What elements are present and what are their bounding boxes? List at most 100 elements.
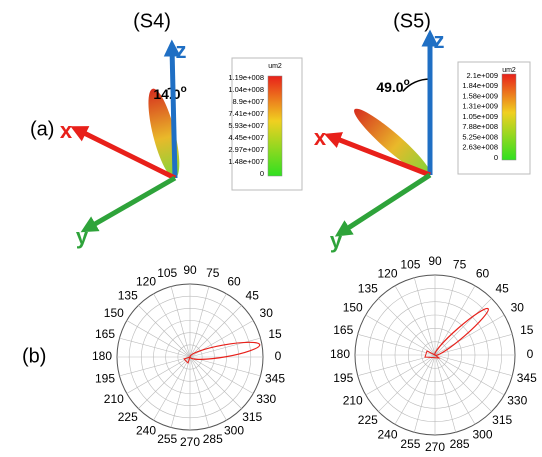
polar-angle-label: 15 (520, 323, 534, 337)
polar-angle-label: 45 (495, 281, 509, 295)
colorbar-tick-label: 2.1e+009 (467, 71, 499, 80)
polar-spoke (127, 321, 190, 358)
colorbar-unit: um2 (502, 67, 516, 74)
row-label: (a) (30, 118, 54, 140)
colorbar-tick-label: 1.31e+009 (462, 102, 498, 111)
colorbar-unit: um2 (268, 63, 282, 70)
axis-label: x (60, 118, 73, 143)
polar-angle-label: 105 (400, 257, 420, 271)
polar-angle-label: 285 (203, 432, 223, 446)
polar-angle-label: 315 (492, 413, 512, 427)
polar-angle-label: 90 (428, 254, 442, 268)
polar-spoke (154, 357, 191, 420)
polar-angle-label: 150 (104, 306, 124, 320)
angle-value: 49.0 (376, 79, 403, 95)
colorbar-tick-label: 1.04e+008 (228, 85, 264, 94)
polar-spoke (395, 286, 435, 355)
colorbar-tick-label: 8.9e+007 (233, 97, 265, 106)
row-label: (b) (22, 345, 46, 367)
colorbar-tick-label: 5.93e+007 (228, 121, 264, 130)
colorbar-tick-label: 1.19e+008 (228, 73, 264, 82)
colorbar (502, 74, 516, 160)
colorbar-tick-label: 7.88e+008 (462, 122, 498, 131)
polar-angle-label: 165 (95, 327, 115, 341)
colorbar (268, 76, 282, 176)
polar-angle-label: 165 (333, 323, 353, 337)
figure: (a) (b) (S4)14.0ozxyum21.19e+0081.04e+00… (0, 0, 542, 452)
polar-spoke (435, 355, 492, 412)
polar-angle-label: 210 (343, 394, 363, 408)
polar-angle-label: 45 (246, 288, 260, 302)
degree-mark: o (181, 84, 187, 95)
colorbar-tick-label: 0 (260, 169, 264, 178)
axis-arrow (172, 48, 175, 178)
polar-angle-label: 345 (517, 371, 537, 385)
polar-angle-label: 285 (450, 437, 470, 451)
axis-label: y (330, 228, 343, 253)
polar-angle-label: 75 (206, 266, 220, 280)
polar-angle-label: 300 (224, 424, 244, 438)
polar-angle-label: 270 (180, 435, 200, 449)
polar-spoke (366, 315, 435, 355)
polar-angle-label: 15 (268, 327, 282, 341)
polar-spoke (154, 294, 191, 357)
axis-arrow (88, 178, 175, 228)
polar-angle-label: 105 (157, 266, 177, 280)
polar-spoke (435, 298, 492, 355)
polar-angle-label: 225 (358, 413, 378, 427)
polar-angle-label: 30 (511, 301, 525, 315)
polar-spoke (435, 355, 504, 395)
colorbar-tick-label: 1.05e+009 (462, 112, 498, 121)
polar-angle-label: 255 (400, 437, 420, 451)
polar-angle-label: 345 (265, 371, 285, 385)
axis-label: z (434, 28, 445, 53)
polar-angle-label: 210 (104, 392, 124, 406)
polar-spoke (378, 298, 435, 355)
panel-title: (S5) (393, 10, 431, 32)
polar-angle-label: 0 (527, 347, 534, 361)
polar-angle-label: 120 (136, 275, 156, 289)
angle-value: 14.0 (153, 86, 180, 102)
polar-angle-label: 60 (476, 267, 490, 281)
polar-angle-label: 150 (343, 301, 363, 315)
polar-spoke (127, 357, 190, 394)
polar-spoke (190, 357, 242, 409)
colorbar-tick-label: 1.48e+007 (228, 157, 264, 166)
polar-angle-label: 135 (118, 288, 138, 302)
polar-lobe (189, 339, 261, 363)
angle-label: 49.0o (376, 77, 409, 95)
polar-spoke (395, 355, 435, 424)
polar-angle-label: 195 (95, 371, 115, 385)
polar-spoke (138, 305, 190, 357)
axis-label: z (176, 38, 187, 63)
colorbar-tick-label: 2.97e+007 (228, 145, 264, 154)
polar-spoke (435, 355, 475, 424)
polar-spoke (138, 357, 190, 409)
polar-spoke (190, 357, 227, 420)
colorbar-tick-label: 1.84e+009 (462, 81, 498, 90)
polar-angle-label: 225 (118, 410, 138, 424)
polar-spoke (366, 355, 435, 395)
colorbar-tick-label: 4.45e+007 (228, 133, 264, 142)
polar-angle-label: 330 (256, 392, 276, 406)
polar-angle-label: 315 (242, 410, 262, 424)
polar-spoke (190, 294, 227, 357)
polar-angle-label: 330 (507, 394, 527, 408)
angle-label: 14.0o (153, 84, 186, 102)
polar-angle-label: 120 (377, 267, 397, 281)
colorbar-tick-label: 7.41e+007 (228, 109, 264, 118)
axis-label: y (76, 224, 89, 249)
polar-spoke (378, 355, 435, 412)
polar-angle-label: 180 (92, 349, 112, 363)
colorbar-tick-label: 5.25e+008 (462, 132, 498, 141)
polar-angle-label: 195 (333, 371, 353, 385)
colorbar-tick-label: 1.58e+009 (462, 91, 498, 100)
polar-angle-label: 255 (157, 432, 177, 446)
colorbar-tick-label: 0 (494, 153, 498, 162)
polar-angle-label: 135 (358, 281, 378, 295)
polar-angle-label: 90 (183, 263, 197, 277)
polar-angle-label: 75 (453, 257, 467, 271)
polar-angle-label: 240 (377, 428, 397, 442)
polar-angle-label: 300 (472, 428, 492, 442)
degree-mark: o (404, 77, 410, 88)
